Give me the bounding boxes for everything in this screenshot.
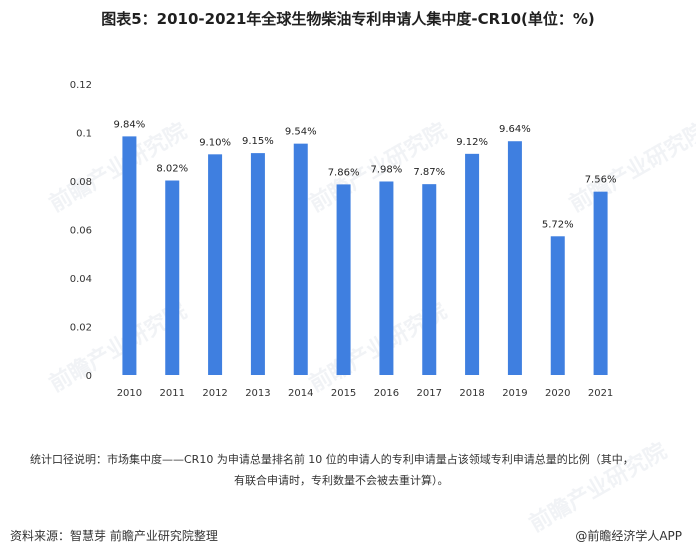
- data-label-2011: 8.02%: [156, 164, 188, 175]
- x-tick-label: 2014: [288, 388, 313, 399]
- note-line-2: 有联合申请时，专利数量不会被去重计算）。: [234, 474, 449, 487]
- x-tick-label: 2020: [545, 388, 570, 399]
- y-tick-label: 0.04: [70, 274, 92, 285]
- methodology-note: 统计口径说明：市场集中度——CR10 为申请总量排名前 10 位的申请人的专利申…: [30, 449, 670, 491]
- data-label-2018: 9.12%: [456, 137, 488, 148]
- data-label-2013: 9.15%: [242, 136, 274, 147]
- bar-2020: [550, 236, 565, 375]
- x-tick-label: 2021: [588, 388, 613, 399]
- bar-2013: [250, 153, 265, 375]
- x-tick-label: 2012: [202, 388, 227, 399]
- bar-2010: [122, 136, 137, 375]
- data-label-2017: 7.87%: [413, 167, 445, 178]
- data-labels: 9.84% 8.02% 9.10% 9.15% 9.54% 7.86% 7.98% 7.87%…: [114, 119, 617, 230]
- bar-2021: [593, 191, 608, 375]
- bar-2011: [165, 180, 180, 375]
- bar-2017: [422, 184, 437, 375]
- y-tick-label: 0.08: [70, 177, 92, 188]
- y-tick-label: 0.02: [70, 323, 92, 334]
- x-tick-label: 2017: [417, 388, 442, 399]
- y-axis-ticks: 0 0.02 0.04 0.06 0.08 0.1 0.12: [70, 80, 92, 382]
- x-tick-label: 2011: [160, 388, 185, 399]
- bar-2016: [379, 181, 394, 375]
- y-tick-label: 0: [86, 371, 92, 382]
- source-text: 资料来源：智慧芽 前瞻产业研究院整理: [10, 529, 218, 543]
- y-tick-label: 0.06: [70, 226, 92, 237]
- data-label-2020: 5.72%: [542, 219, 574, 230]
- bar-2012: [208, 154, 223, 375]
- x-tick-label: 2019: [502, 388, 527, 399]
- bar-2019: [507, 141, 522, 375]
- data-label-2016: 7.98%: [371, 164, 403, 175]
- bars: [122, 136, 608, 375]
- data-label-2019: 9.64%: [499, 124, 531, 135]
- brand-text: @前瞻经济学人APP: [575, 529, 682, 543]
- x-tick-label: 2016: [374, 388, 399, 399]
- x-tick-label: 2018: [459, 388, 484, 399]
- x-tick-label: 2013: [245, 388, 270, 399]
- note-line-1: 统计口径说明：市场集中度——CR10 为申请总量排名前 10 位的申请人的专利申…: [30, 453, 634, 466]
- data-label-2010: 9.84%: [114, 119, 146, 130]
- data-label-2012: 9.10%: [199, 137, 231, 148]
- y-tick-label: 0.1: [76, 129, 92, 140]
- y-tick-label: 0.12: [70, 80, 92, 91]
- x-axis-ticks: 2010 2011 2012 2013 2014 2015 2016 2017 2018 2019…: [117, 388, 614, 399]
- data-label-2014: 9.54%: [285, 127, 317, 138]
- chart-title: 图表5：2010-2021年全球生物柴油专利申请人集中度-CR10(单位：%): [101, 10, 595, 28]
- bar-2014: [293, 143, 308, 375]
- data-label-2015: 7.86%: [328, 167, 360, 178]
- bar-2018: [465, 153, 480, 375]
- data-label-2021: 7.56%: [585, 175, 617, 186]
- x-tick-label: 2015: [331, 388, 356, 399]
- bar-2015: [336, 184, 351, 375]
- x-tick-label: 2010: [117, 388, 142, 399]
